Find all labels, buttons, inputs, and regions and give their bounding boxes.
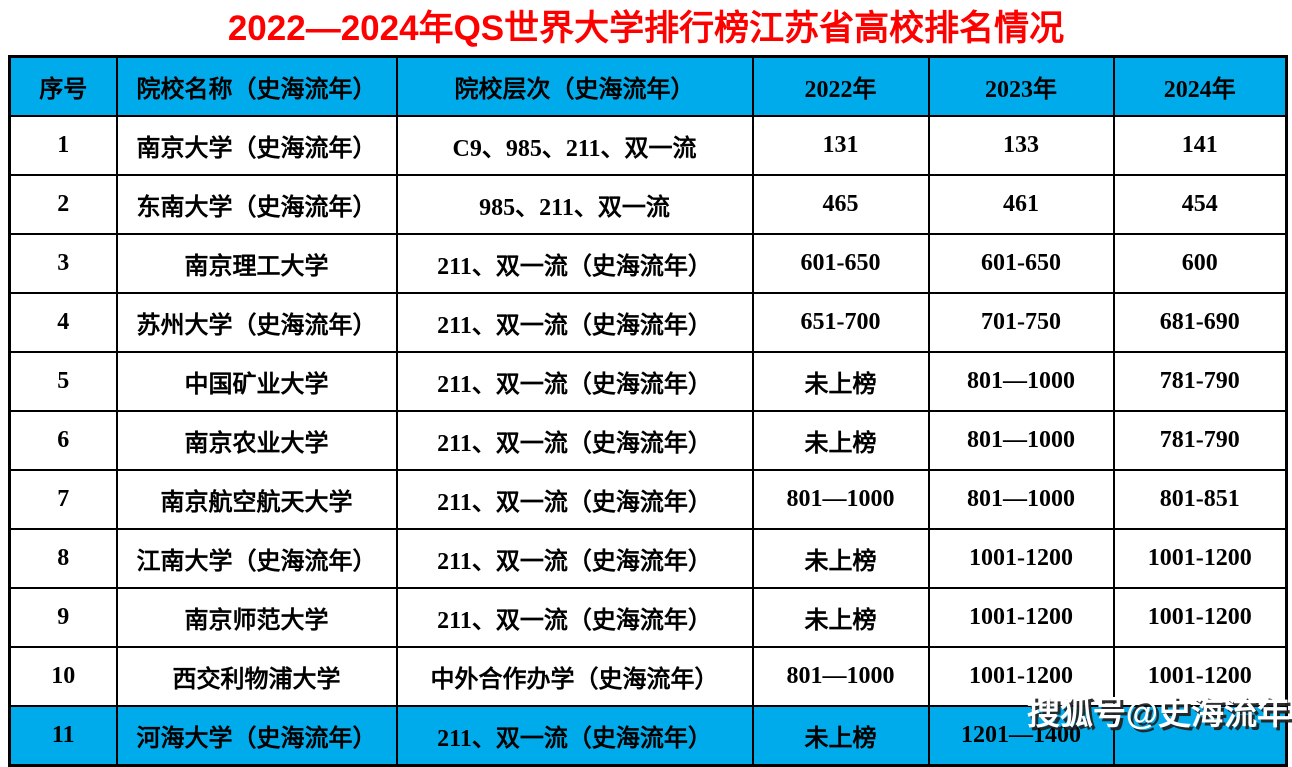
table-row: 5 中国矿业大学 211、双一流（史海流年） 未上榜 801—1000 781-790 (8, 351, 1288, 412)
header-tier: 院校层次（史海流年） (395, 55, 754, 117)
cell-y2024: 141 (1112, 115, 1288, 176)
header-2023: 2023年 (927, 55, 1115, 117)
cell-tier: 211、双一流（史海流年） (395, 233, 754, 294)
cell-y2023: 801—1000 (927, 469, 1115, 530)
cell-tier: 985、211、双一流 (395, 174, 754, 235)
cell-name: 江南大学（史海流年） (115, 528, 398, 589)
cell-y2023: 801—1000 (927, 351, 1115, 412)
cell-no: 5 (8, 351, 118, 412)
header-row: 序号 院校名称（史海流年） 院校层次（史海流年） 2022年 2023年 202… (8, 55, 1288, 117)
cell-y2022: 未上榜 (751, 351, 930, 412)
cell-name: 东南大学（史海流年） (115, 174, 398, 235)
table-row: 6 南京农业大学 211、双一流（史海流年） 未上榜 801—1000 781-790 (8, 410, 1288, 471)
table-row: 3 南京理工大学 211、双一流（史海流年） 601-650 601-650 600 (8, 233, 1288, 294)
cell-name: 西交利物浦大学 (115, 646, 398, 707)
header-2022: 2022年 (751, 55, 930, 117)
cell-tier: 中外合作办学（史海流年） (395, 646, 754, 707)
cell-name: 河海大学（史海流年） (115, 705, 398, 767)
cell-y2022: 465 (751, 174, 930, 235)
table-row: 2 东南大学（史海流年） 985、211、双一流 465 461 454 (8, 174, 1288, 235)
cell-no: 3 (8, 233, 118, 294)
header-no: 序号 (8, 55, 118, 117)
cell-y2023: 133 (927, 115, 1115, 176)
ranking-table: 序号 院校名称（史海流年） 院校层次（史海流年） 2022年 2023年 202… (8, 55, 1288, 767)
cell-y2022: 未上榜 (751, 410, 930, 471)
cell-y2022: 未上榜 (751, 705, 930, 767)
cell-y2024: 600 (1112, 233, 1288, 294)
cell-y2022: 131 (751, 115, 930, 176)
cell-y2022: 未上榜 (751, 528, 930, 589)
cell-no: 4 (8, 292, 118, 353)
cell-y2023: 461 (927, 174, 1115, 235)
cell-no: 7 (8, 469, 118, 530)
header-name: 院校名称（史海流年） (115, 55, 398, 117)
cell-tier: 211、双一流（史海流年） (395, 705, 754, 767)
cell-y2024: 801-851 (1112, 469, 1288, 530)
page-title: 2022—2024年QS世界大学排行榜江苏省高校排名情况 (227, 9, 1065, 48)
cell-no: 11 (8, 705, 118, 767)
cell-tier: 211、双一流（史海流年） (395, 528, 754, 589)
table-row: 1 南京大学（史海流年） C9、985、211、双一流 131 133 141 (8, 115, 1288, 176)
cell-y2023: 601-650 (927, 233, 1115, 294)
cell-name: 南京大学（史海流年） (115, 115, 398, 176)
cell-name: 南京农业大学 (115, 410, 398, 471)
cell-y2024: 1001-1200 (1112, 646, 1288, 707)
cell-name: 中国矿业大学 (115, 351, 398, 412)
cell-no: 2 (8, 174, 118, 235)
cell-no: 6 (8, 410, 118, 471)
cell-no: 9 (8, 587, 118, 648)
cell-tier: 211、双一流（史海流年） (395, 410, 754, 471)
cell-no: 10 (8, 646, 118, 707)
watermark-sohu: 搜狐号@史海流年 (1026, 694, 1290, 731)
cell-tier: 211、双一流（史海流年） (395, 292, 754, 353)
cell-no: 8 (8, 528, 118, 589)
cell-y2022: 801—1000 (751, 646, 930, 707)
cell-y2024: 1001-1200 (1112, 587, 1288, 648)
table-body: 1 南京大学（史海流年） C9、985、211、双一流 131 133 141 2 东南大学（… (8, 115, 1288, 767)
header-2024: 2024年 (1112, 55, 1288, 117)
cell-name: 南京航空航天大学 (115, 469, 398, 530)
cell-y2024: 781-790 (1112, 351, 1288, 412)
cell-y2023: 1001-1200 (927, 587, 1115, 648)
table-row: 4 苏州大学（史海流年） 211、双一流（史海流年） 651-700 701-750 68… (8, 292, 1288, 353)
cell-no: 1 (8, 115, 118, 176)
cell-y2023: 1001-1200 (927, 646, 1115, 707)
cell-name: 苏州大学（史海流年） (115, 292, 398, 353)
cell-tier: 211、双一流（史海流年） (395, 469, 754, 530)
cell-name: 南京理工大学 (115, 233, 398, 294)
cell-y2024: 781-790 (1112, 410, 1288, 471)
table-row: 10 西交利物浦大学 中外合作办学（史海流年） 801—1000 1001-1200 10… (8, 646, 1288, 707)
cell-y2024: 454 (1112, 174, 1288, 235)
table-row: 8 江南大学（史海流年） 211、双一流（史海流年） 未上榜 1001-1200 1001… (8, 528, 1288, 589)
cell-y2022: 601-650 (751, 233, 930, 294)
cell-y2023: 1001-1200 (927, 528, 1115, 589)
cell-tier: 211、双一流（史海流年） (395, 351, 754, 412)
cell-y2022: 651-700 (751, 292, 930, 353)
cell-name: 南京师范大学 (115, 587, 398, 648)
cell-y2023: 801—1000 (927, 410, 1115, 471)
cell-tier: 211、双一流（史海流年） (395, 587, 754, 648)
cell-y2022: 未上榜 (751, 587, 930, 648)
cell-y2024: 681-690 (1112, 292, 1288, 353)
table-row: 9 南京师范大学 211、双一流（史海流年） 未上榜 1001-1200 1001-120… (8, 587, 1288, 648)
cell-y2023: 701-750 (927, 292, 1115, 353)
cell-tier: C9、985、211、双一流 (395, 115, 754, 176)
cell-y2022: 801—1000 (751, 469, 930, 530)
cell-y2024: 1001-1200 (1112, 528, 1288, 589)
table-row: 7 南京航空航天大学 211、双一流（史海流年） 801—1000 801—1000 80… (8, 469, 1288, 530)
